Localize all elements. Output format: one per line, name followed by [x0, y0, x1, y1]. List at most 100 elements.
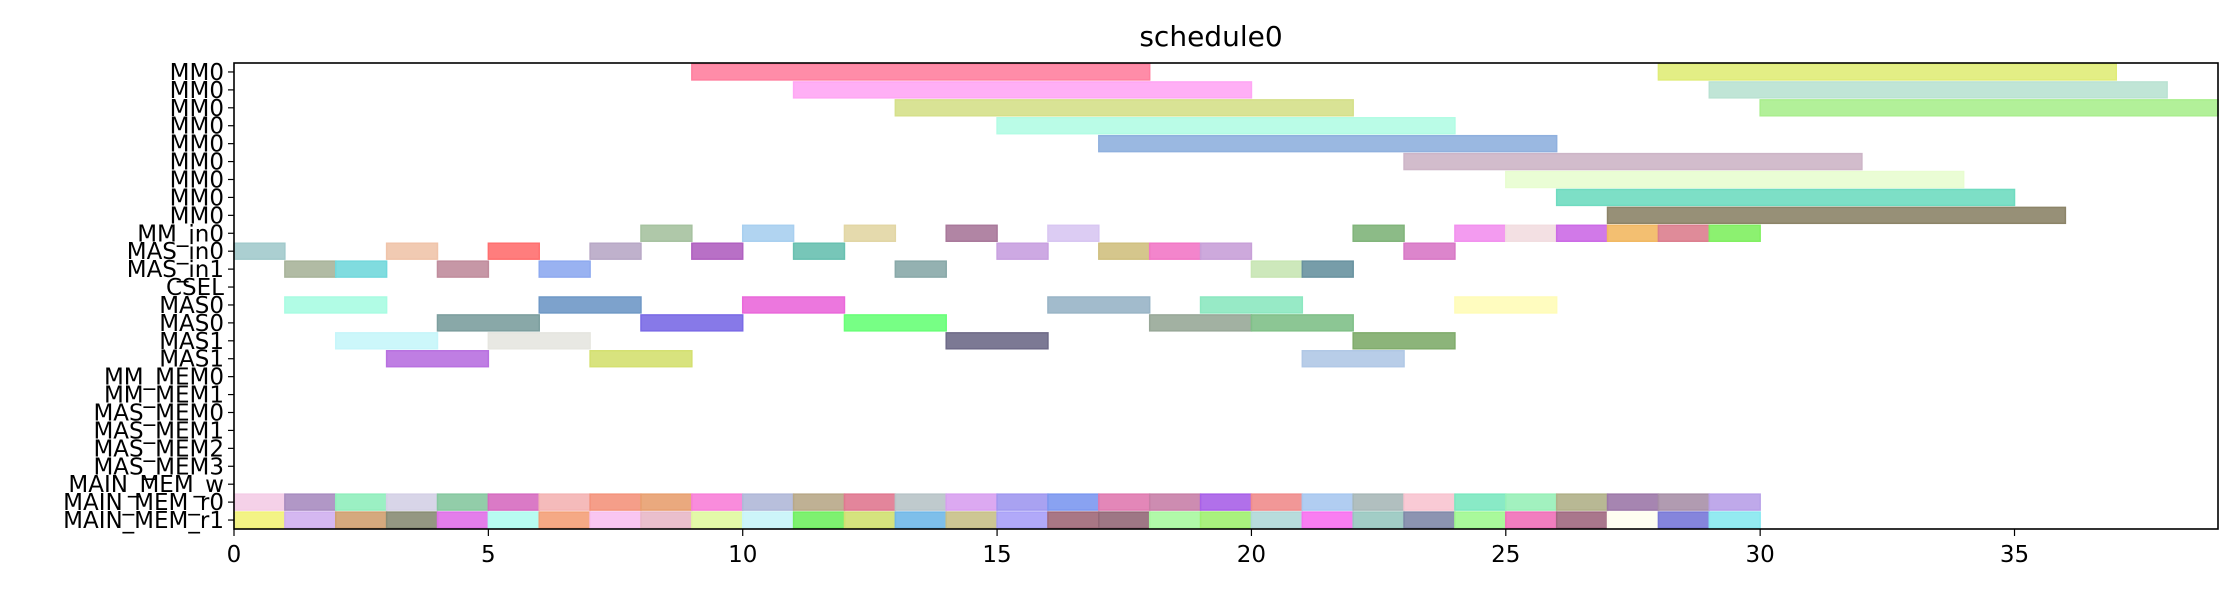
task-bar — [894, 99, 1354, 117]
task-bar — [436, 260, 490, 278]
task-bar — [1505, 170, 1965, 189]
task-bar — [843, 493, 897, 511]
row-label: MAIN_MEM_w — [68, 472, 224, 498]
task-bar — [640, 511, 693, 529]
task-bar — [1708, 81, 2168, 99]
task-bar — [1098, 511, 1151, 529]
task-bar — [691, 63, 1151, 81]
task-bar — [487, 242, 540, 260]
row-label: MAS0 — [159, 311, 224, 337]
task-bar — [1708, 224, 1761, 242]
row-label: MAS_MEM0 — [93, 401, 224, 427]
task-bar — [1098, 242, 1151, 260]
task-bar — [538, 260, 591, 278]
task-bar — [1352, 332, 1456, 350]
task-bar — [334, 493, 388, 511]
task-bar — [385, 350, 490, 368]
task-bar — [1708, 511, 1761, 529]
x-tick-label: 20 — [1237, 542, 1266, 568]
task-bar — [1199, 242, 1253, 260]
task-bar — [1352, 493, 1405, 511]
row-label: MAIN_MEM_r1 — [63, 508, 224, 534]
task-bar — [996, 493, 1049, 511]
task-bar — [1301, 493, 1354, 511]
x-tick-label: 15 — [982, 542, 1011, 568]
row-label: MAIN_MEM_r0 — [63, 490, 224, 516]
row-label: MM_in0 — [137, 221, 224, 247]
task-bar — [1403, 493, 1456, 511]
task-bar — [1708, 493, 1761, 511]
task-bar — [1199, 511, 1253, 529]
row-labels: MM0MM0MM0MM0MM0MM0MM0MM0MM0MM_in0MAS_in0… — [63, 60, 234, 534]
task-bar — [487, 332, 591, 350]
task-bar — [538, 296, 642, 314]
task-bar — [741, 511, 795, 529]
row-label: MAS1 — [159, 347, 224, 373]
plot-frame — [233, 62, 2219, 530]
task-bar — [1403, 242, 1456, 260]
task-bar — [487, 493, 540, 511]
task-bar — [843, 224, 897, 242]
task-bar — [741, 296, 846, 314]
x-tick-label: 25 — [1491, 542, 1520, 568]
task-bar — [436, 493, 490, 511]
x-tick-label: 35 — [2000, 542, 2029, 568]
task-bar — [1657, 224, 1711, 242]
task-bar — [1047, 296, 1151, 314]
task-bar — [1606, 206, 2067, 225]
task-bar — [792, 81, 1253, 99]
task-bar — [1148, 493, 1202, 511]
task-bar — [1555, 493, 1609, 511]
task-bar — [1352, 224, 1405, 242]
row-label: MM0 — [170, 168, 224, 194]
task-bar — [1250, 511, 1304, 529]
row-label: MM0 — [170, 185, 224, 211]
task-bar — [691, 511, 744, 529]
task-bar — [640, 314, 744, 332]
row-label: MM0 — [170, 60, 224, 86]
task-bar — [233, 242, 286, 260]
task-bars — [233, 63, 2219, 529]
task-bar — [741, 224, 795, 242]
row-label: MM_MEM0 — [104, 365, 224, 391]
row-label: MM_MEM1 — [104, 383, 224, 409]
task-bar — [1657, 493, 1711, 511]
task-bar — [1047, 224, 1100, 242]
task-bar — [1047, 493, 1100, 511]
task-bar — [996, 511, 1049, 529]
task-bar — [741, 493, 795, 511]
row-label: MAS_in0 — [127, 239, 224, 265]
task-bar — [1403, 511, 1456, 529]
row-label: MAS_MEM3 — [93, 454, 224, 480]
chart-title: schedule0 — [1139, 20, 1282, 53]
task-bar — [894, 260, 947, 278]
task-bar — [233, 511, 286, 529]
task-bar — [233, 493, 286, 511]
task-bar — [1199, 493, 1253, 511]
row-label: MM0 — [170, 96, 224, 122]
row-label: MAS_in1 — [127, 257, 224, 283]
task-bar — [945, 511, 998, 529]
task-bar — [436, 314, 540, 332]
x-tick-label: 5 — [481, 542, 496, 568]
task-bar — [1301, 350, 1405, 368]
task-bar — [538, 493, 591, 511]
task-bar — [1555, 224, 1609, 242]
task-bar — [1403, 152, 1863, 171]
task-bar — [284, 260, 337, 278]
x-axis: 0 5 10 15 20 25 30 35 — [227, 529, 2029, 568]
task-bar — [1454, 224, 1507, 242]
task-bar — [284, 493, 337, 511]
task-bar — [1047, 511, 1100, 529]
task-bar — [691, 493, 744, 511]
task-bar — [436, 511, 490, 529]
task-bar — [1352, 511, 1405, 529]
task-bar — [385, 493, 439, 511]
task-bar — [1505, 493, 1558, 511]
task-bar — [538, 511, 591, 529]
task-bar — [996, 117, 1456, 135]
task-bar — [589, 350, 693, 368]
task-bar — [1250, 260, 1304, 278]
